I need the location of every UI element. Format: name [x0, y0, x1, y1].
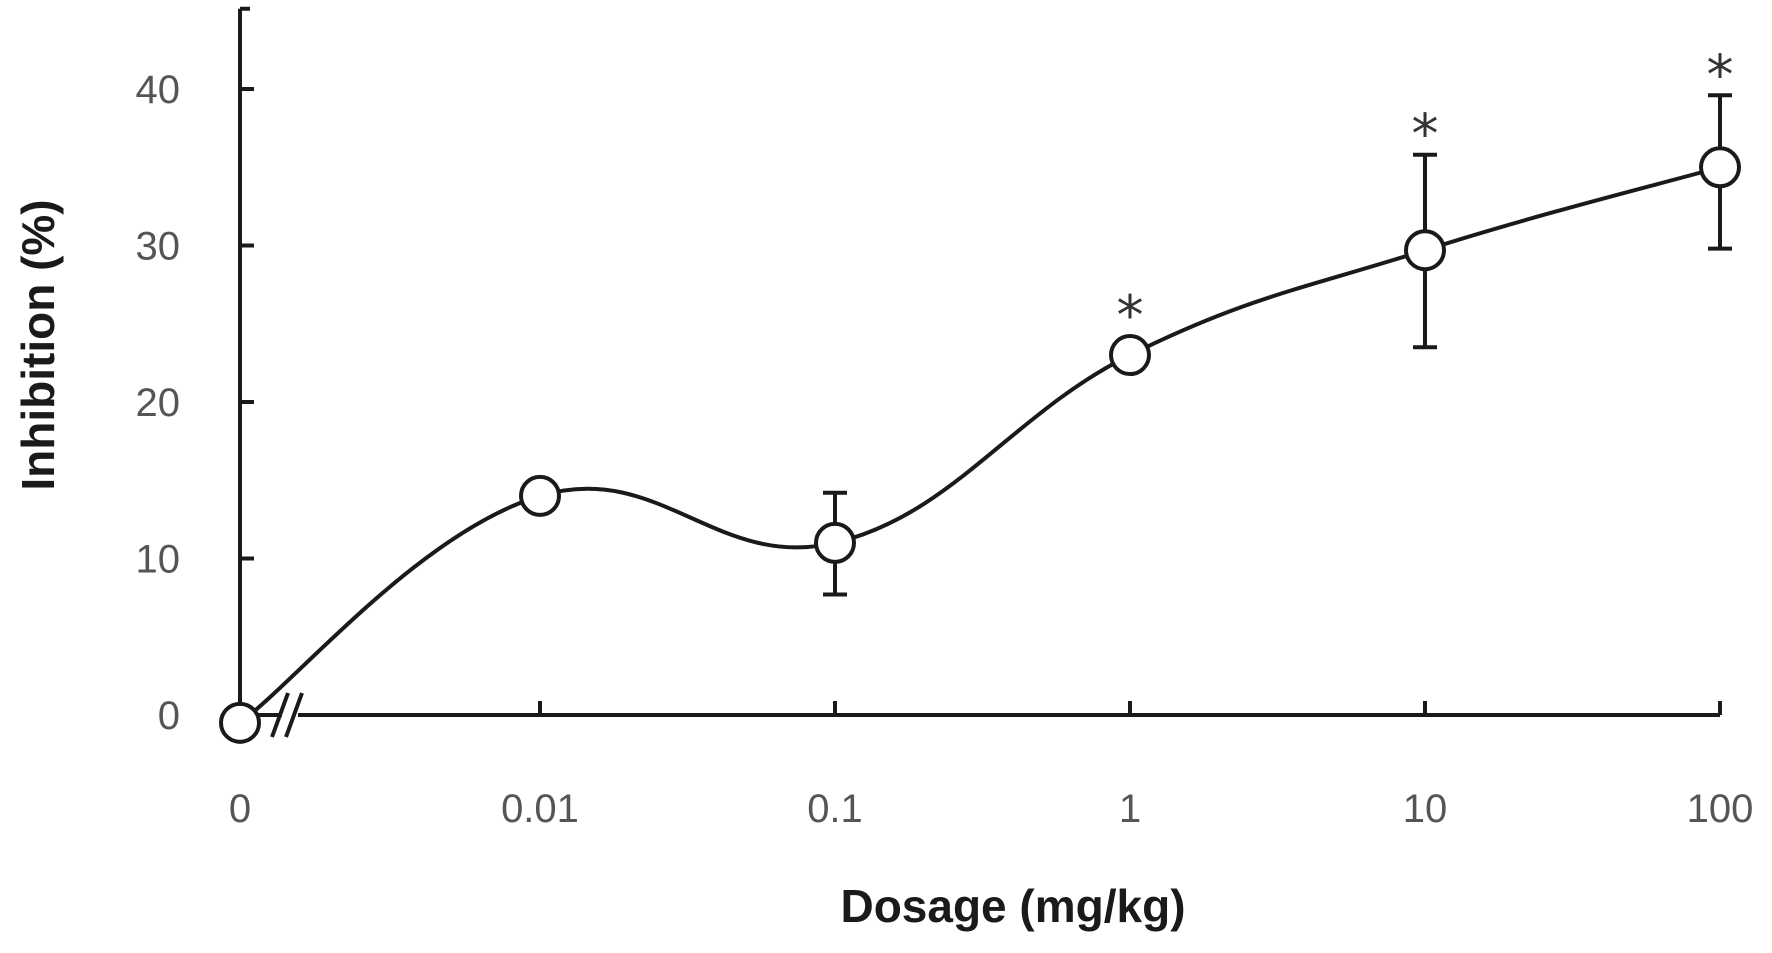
significance-star: * — [1412, 103, 1439, 166]
data-point — [1109, 334, 1151, 377]
x-tick-label: 10 — [1403, 787, 1448, 831]
y-tick-label: 10 — [136, 538, 181, 582]
data-point — [1699, 146, 1741, 189]
y-tick-label: 30 — [136, 225, 181, 269]
x-tick-label: 100 — [1687, 787, 1754, 831]
error-bars — [823, 93, 1732, 597]
x-tick-label: 0.1 — [807, 787, 863, 831]
y-tick-label: 40 — [136, 68, 181, 112]
labels: 0 10 20 30 40 0 0.01 0.1 1 10 100 * * * — [136, 43, 1754, 831]
series-line — [238, 165, 1721, 725]
x-axis-title: Dosage (mg/kg) — [840, 880, 1185, 932]
data-point — [219, 701, 261, 744]
data-markers — [219, 146, 1741, 744]
x-tick-label: 0.01 — [501, 787, 579, 831]
y-tick-label: 20 — [136, 381, 181, 425]
y-axis-title: Inhibition (%) — [12, 199, 64, 490]
significance-star: * — [1707, 43, 1734, 106]
data-point — [1404, 229, 1446, 272]
x-tick-label: 1 — [1119, 787, 1141, 831]
y-tick-label: 0 — [158, 694, 180, 738]
axes — [238, 6, 1722, 738]
curve-layer — [238, 165, 1721, 725]
data-point — [519, 474, 561, 517]
significance-star: * — [1117, 284, 1144, 347]
x-tick-label: 0 — [229, 787, 251, 831]
data-point — [814, 521, 856, 564]
axis-break-mark-2 — [284, 692, 304, 738]
axis-break-mark-1 — [270, 692, 290, 738]
